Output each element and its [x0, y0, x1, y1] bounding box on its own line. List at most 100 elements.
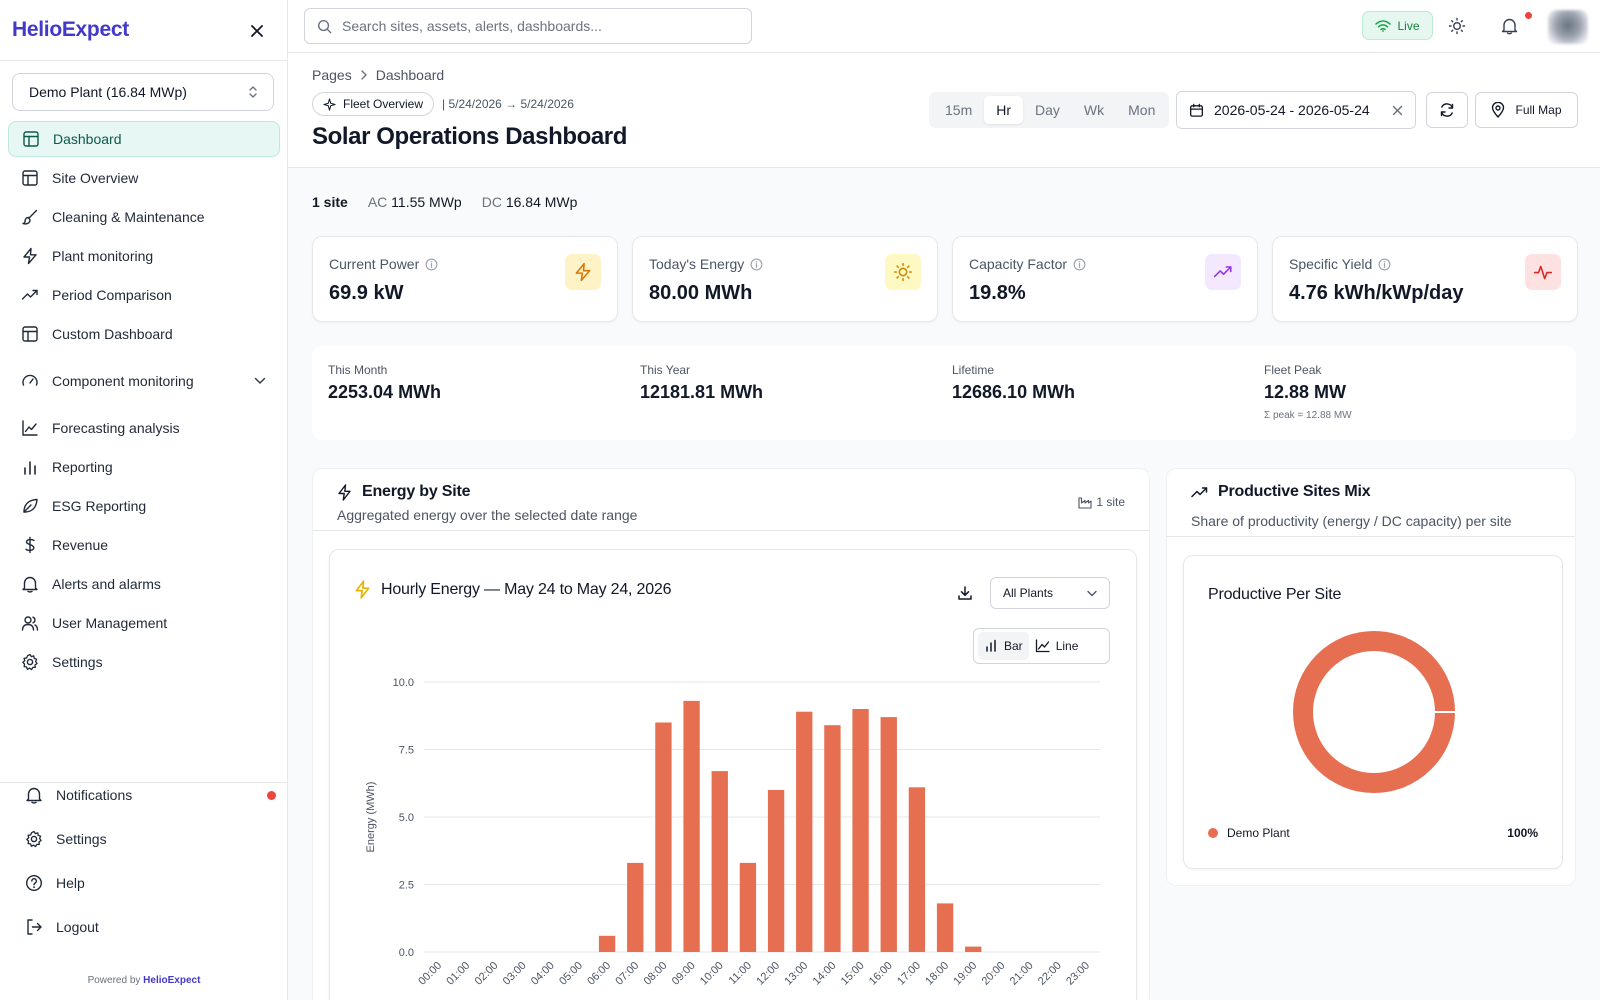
total-value: 12.88 MW: [1264, 382, 1347, 402]
sidebar-item-label: Forecasting analysis: [52, 420, 180, 436]
x-tick-label: 11:00: [727, 960, 754, 987]
productive-sites-panel: Productive Sites Mix Share of productivi…: [1166, 468, 1576, 886]
x-tick-label: 09:00: [670, 960, 698, 988]
brand-logo[interactable]: HelioExpect: [12, 18, 129, 41]
bar-15:00[interactable]: [852, 709, 869, 952]
gear-icon: [20, 652, 40, 672]
sidebar-item-alerts-and-alarms[interactable]: Alerts and alarms: [8, 566, 280, 602]
donut-slice-demo-plant[interactable]: [1293, 631, 1455, 793]
sidebar-item-custom-dashboard[interactable]: Custom Dashboard: [8, 316, 280, 352]
total-value: 12686.10 MWh: [952, 382, 1076, 402]
kpi-card-specific-yield[interactable]: Specific Yield 4.76 kWh/kWp/day: [1272, 236, 1578, 322]
energy-by-site-panel: Energy by Site Aggregated energy over th…: [312, 468, 1150, 1000]
bar-19:00[interactable]: [965, 946, 982, 952]
hourly-energy-card: Hourly Energy — May 24 to May 24, 2026 A…: [329, 549, 1137, 1000]
breadcrumb-root[interactable]: Pages: [312, 67, 352, 83]
bar-07:00[interactable]: [627, 862, 644, 952]
line-chart-icon: [1035, 639, 1050, 653]
bar-08:00[interactable]: [655, 722, 672, 953]
sidebar-item-cleaning-maintenance[interactable]: Cleaning & Maintenance: [8, 199, 280, 235]
kpi-card-current-power[interactable]: Current Power 69.9 kW: [312, 236, 618, 322]
kpi-label-text: Specific Yield: [1289, 256, 1373, 272]
plants-dropdown[interactable]: All Plants: [990, 577, 1110, 609]
full-map-button[interactable]: Full Map: [1475, 92, 1578, 128]
page-header: Pages Dashboard Fleet Overview | 5/24/20…: [288, 53, 1600, 168]
bar-11:00[interactable]: [739, 862, 757, 952]
kpi-card-today-s-energy[interactable]: Today's Energy 80.00 MWh: [632, 236, 938, 322]
bottom-item-logout[interactable]: Logout: [14, 911, 274, 943]
bar-toggle[interactable]: Bar: [978, 632, 1029, 660]
chevron-down-icon[interactable]: [254, 372, 266, 388]
bar-06:00[interactable]: [598, 935, 616, 952]
close-sidebar-icon[interactable]: [246, 20, 268, 42]
y-axis-label: Energy (MWh): [365, 782, 377, 853]
trend-icon: [1205, 254, 1241, 290]
sidebar-item-revenue[interactable]: Revenue: [8, 527, 280, 563]
plant-selector[interactable]: Demo Plant (16.84 MWp): [12, 73, 274, 111]
theme-toggle-icon[interactable]: [1446, 15, 1468, 37]
interval-15m[interactable]: 15m: [945, 102, 973, 118]
sidebar-item-dashboard[interactable]: Dashboard: [8, 121, 280, 157]
interval-day[interactable]: Day: [1035, 102, 1060, 118]
bar-16:00[interactable]: [880, 717, 897, 952]
search-box[interactable]: [304, 8, 752, 44]
info-icon[interactable]: [425, 258, 438, 271]
bottom-item-notifications[interactable]: Notifications: [14, 779, 274, 811]
sidebar-item-site-overview[interactable]: Site Overview: [8, 160, 280, 196]
bell-icon[interactable]: [1498, 15, 1520, 37]
sidebar-item-label: Reporting: [52, 459, 113, 475]
bar-14:00[interactable]: [824, 725, 841, 952]
sun-icon: [885, 254, 921, 290]
date-range-picker[interactable]: 2026-05-24 - 2026-05-24: [1176, 91, 1416, 129]
line-toggle[interactable]: Line: [1029, 632, 1085, 660]
info-icon[interactable]: [750, 258, 763, 271]
sidebar-item-period-comparison[interactable]: Period Comparison: [8, 277, 280, 313]
bar-18:00[interactable]: [936, 903, 954, 952]
date-range-value: 2026-05-24 - 2026-05-24: [1214, 102, 1370, 118]
sidebar-item-label: Dashboard: [53, 131, 122, 147]
sidebar-item-reporting[interactable]: Reporting: [8, 449, 280, 485]
kpi-card-capacity-factor[interactable]: Capacity Factor 19.8%: [952, 236, 1258, 322]
clear-icon[interactable]: [1392, 105, 1403, 116]
sidebar-item-esg-reporting[interactable]: ESG Reporting: [8, 488, 280, 524]
sidebar-item-plant-monitoring[interactable]: Plant monitoring: [8, 238, 280, 274]
bottom-item-help[interactable]: Help: [14, 867, 274, 899]
download-icon[interactable]: [954, 582, 976, 604]
total-lifetime: Lifetime 12686.10 MWh: [952, 363, 1075, 403]
sidebar-item-settings[interactable]: Settings: [8, 644, 280, 680]
bar-17:00[interactable]: [908, 787, 926, 952]
interval-wk[interactable]: Wk: [1083, 102, 1105, 118]
bar-13:00[interactable]: [796, 711, 813, 952]
y-tick-label: 5.0: [399, 812, 414, 824]
bar-12:00[interactable]: [767, 790, 785, 952]
plant-selector-label: Demo Plant (16.84 MWp): [29, 84, 187, 100]
bottom-item-settings[interactable]: Settings: [14, 823, 274, 855]
chevron-right-icon: [361, 70, 367, 80]
search-input[interactable]: [342, 18, 722, 34]
x-tick-label: 06:00: [585, 960, 613, 988]
bottom-item-label: Notifications: [56, 787, 133, 803]
live-badge[interactable]: Live: [1362, 11, 1433, 40]
avatar[interactable]: [1548, 10, 1588, 44]
dc-value: 16.84 MWp: [505, 194, 578, 210]
refresh-button[interactable]: [1426, 92, 1468, 128]
sidebar-item-label: Cleaning & Maintenance: [52, 209, 205, 225]
map-pin-icon: [1492, 102, 1505, 118]
sidebar-item-forecasting-analysis[interactable]: Forecasting analysis: [8, 410, 280, 446]
sidebar-item-component-monitoring[interactable]: Component monitoring: [8, 363, 280, 399]
interval-mon[interactable]: Mon: [1128, 102, 1156, 118]
x-tick-label: 13:00: [782, 960, 810, 988]
x-tick-label: 17:00: [895, 960, 923, 988]
fleet-overview-pill[interactable]: Fleet Overview: [312, 92, 435, 116]
info-icon[interactable]: [1378, 258, 1391, 271]
sidebar-item-label: Site Overview: [52, 170, 139, 186]
sidebar-item-user-management[interactable]: User Management: [8, 605, 280, 641]
x-tick-label: 01:00: [444, 960, 472, 988]
page-title: Solar Operations Dashboard: [312, 123, 628, 150]
info-icon[interactable]: [1073, 258, 1086, 271]
interval-hr[interactable]: Hr: [984, 96, 1024, 124]
kpi-label-text: Today's Energy: [649, 256, 745, 272]
bar-09:00[interactable]: [683, 700, 700, 952]
bar-10:00[interactable]: [711, 771, 728, 952]
bottom-item-label: Settings: [56, 831, 107, 847]
